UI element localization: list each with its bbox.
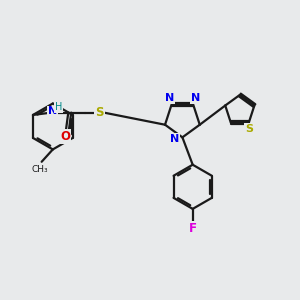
Text: H: H	[55, 102, 62, 112]
Text: N: N	[190, 93, 200, 103]
Text: N: N	[169, 134, 179, 144]
Text: N: N	[165, 93, 174, 103]
Text: O: O	[60, 130, 70, 143]
Text: CH₃: CH₃	[32, 165, 49, 174]
Text: N: N	[48, 106, 57, 116]
Text: F: F	[189, 222, 197, 235]
Text: S: S	[95, 106, 104, 119]
Text: S: S	[245, 124, 253, 134]
